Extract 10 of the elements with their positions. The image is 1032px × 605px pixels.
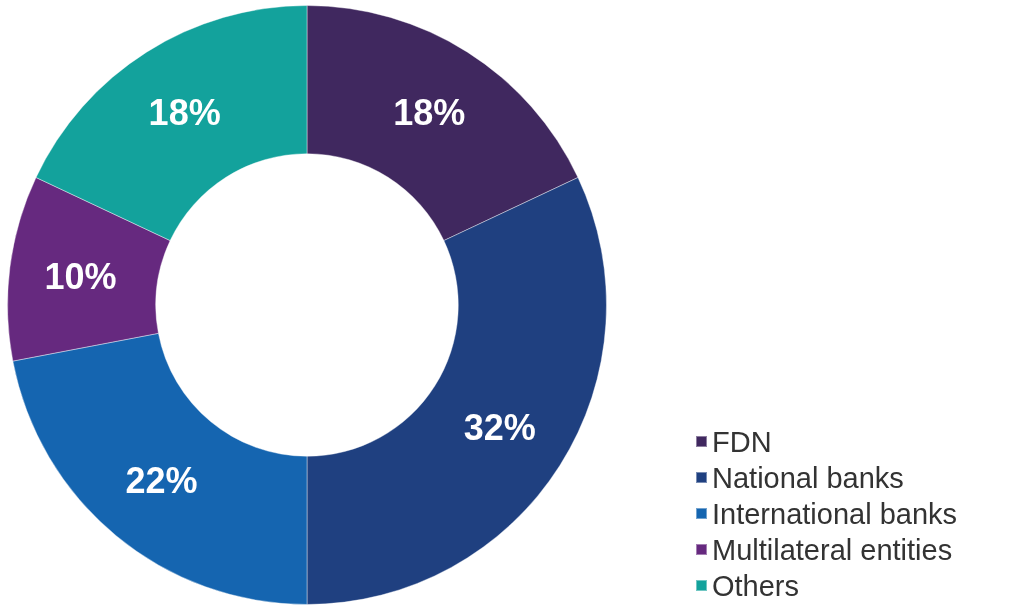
legend-label: National banks bbox=[712, 461, 904, 494]
data-label: 32% bbox=[463, 406, 536, 448]
data-label: 22% bbox=[125, 460, 198, 502]
legend-label: FDN bbox=[712, 425, 772, 458]
data-label: 10% bbox=[44, 255, 117, 297]
legend-label: Others bbox=[712, 569, 800, 602]
data-label: 18% bbox=[148, 91, 221, 133]
legend-label: Multilateral entities bbox=[712, 533, 953, 566]
data-label: 18% bbox=[393, 91, 466, 133]
legend-label: International banks bbox=[712, 497, 958, 530]
